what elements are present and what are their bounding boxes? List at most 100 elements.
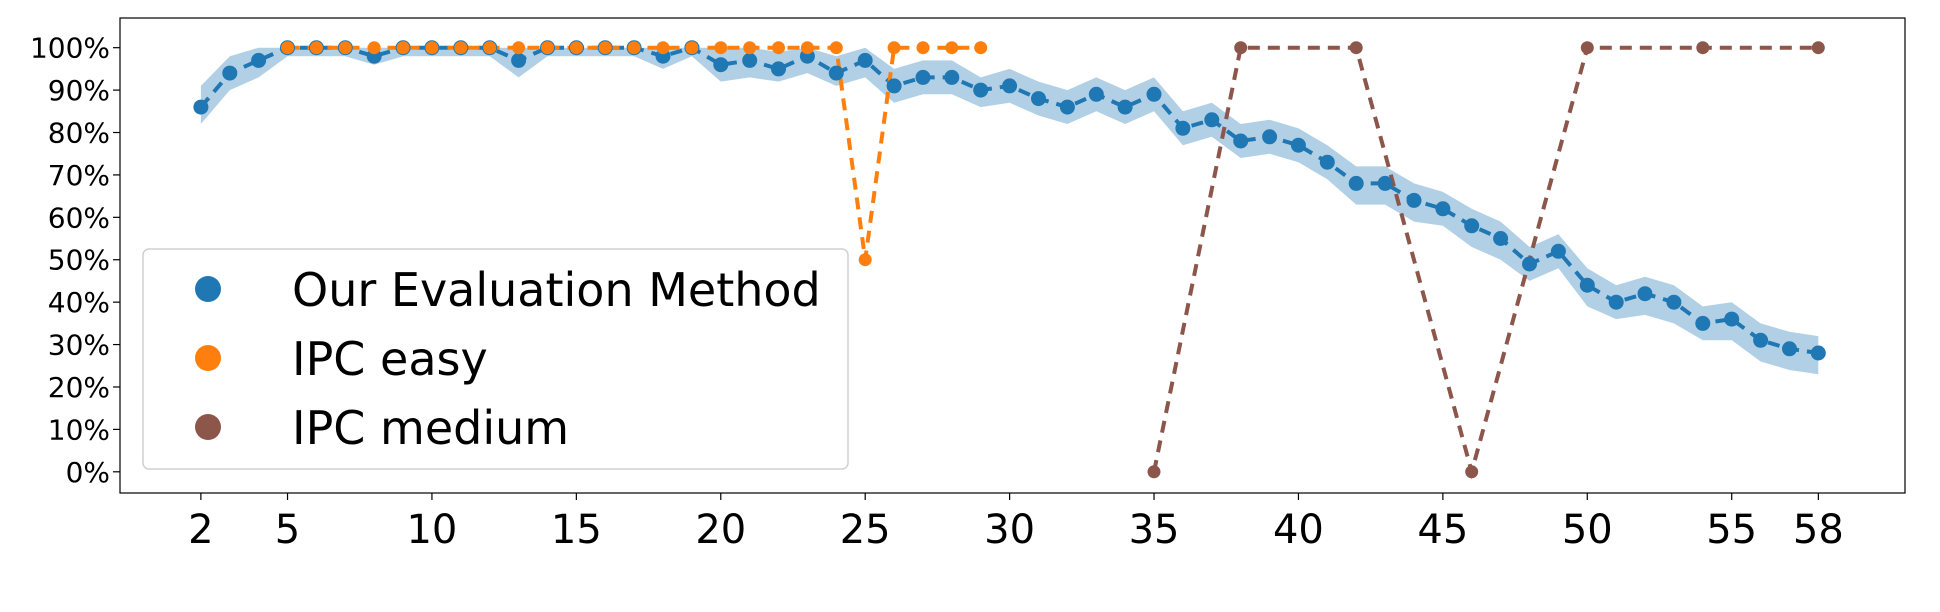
y-tick-label: 0% [66, 456, 110, 489]
y-tick-label: 100% [30, 32, 110, 65]
ipc-easy-point [887, 41, 901, 55]
legend-label-ipc-medium: IPC medium [292, 401, 569, 455]
ipc-easy-point [858, 253, 872, 267]
ipc-easy-point [974, 41, 988, 55]
ipc-medium-line [1152, 45, 1819, 480]
ipc-easy-point [541, 41, 554, 55]
our-evaluation-method-point [1233, 133, 1249, 149]
x-tick-label: 58 [1793, 507, 1844, 553]
our-evaluation-method-point [1608, 294, 1624, 310]
our-evaluation-method-point [251, 52, 267, 68]
our-evaluation-method-point [1637, 286, 1653, 302]
ipc-easy-point [598, 41, 612, 55]
our-evaluation-method-point [1493, 231, 1509, 246]
our-evaluation-method-point [886, 78, 902, 94]
our-evaluation-method-point [1753, 332, 1769, 348]
our-evaluation-method-point [1550, 243, 1566, 259]
our-evaluation-method-point [1666, 294, 1682, 310]
our-evaluation-method-point [1117, 99, 1133, 115]
our-evaluation-method-point [857, 52, 873, 68]
ipc-easy-point [743, 41, 757, 55]
y-tick-label: 50% [48, 244, 110, 277]
ipc-easy-point [656, 41, 670, 55]
ipc-easy-point [483, 41, 497, 55]
legend-label-our-evaluation-method: Our Evaluation Method [292, 263, 821, 317]
ipc-easy-point [916, 41, 930, 55]
our-evaluation-method-point [1319, 154, 1335, 170]
ipc-easy-point [627, 41, 641, 55]
ipc-easy-point [512, 41, 526, 55]
our-evaluation-method-point [1204, 112, 1220, 128]
our-evaluation-method-point [1002, 78, 1018, 94]
plot-frame [119, 17, 1906, 494]
legend-label-ipc-easy: IPC easy [292, 332, 488, 386]
y-tick-label: 10% [48, 413, 110, 446]
our-evaluation-method-point [1146, 86, 1162, 102]
our-evaluation-method-point [944, 69, 960, 85]
ipc-easy-point [425, 41, 439, 55]
x-tick-label: 20 [695, 507, 746, 553]
x-axis: 2 5 10 15 20 25 30 35 40 45 50 55 58 [188, 493, 1844, 553]
our-evaluation-method-point [973, 82, 989, 98]
our-evaluation-method-point [1435, 201, 1451, 217]
our-evaluation-method-point [713, 57, 729, 73]
our-evaluation-method-point [1262, 129, 1278, 145]
legend-marker-ipc-easy [195, 345, 221, 371]
ipc-easy-point [829, 41, 843, 55]
our-evaluation-method-point [1695, 315, 1711, 331]
x-tick-label: 30 [984, 507, 1035, 553]
our-evaluation-method-point [771, 61, 786, 77]
ipc-easy-point [772, 41, 785, 55]
ipc-easy-point [569, 41, 583, 55]
our-evaluation-method-point [1406, 192, 1422, 208]
ipc-easy-point [945, 41, 959, 55]
x-tick-label: 2 [188, 507, 213, 553]
x-tick-label: 50 [1562, 507, 1613, 553]
y-tick-label: 60% [48, 201, 110, 234]
our-evaluation-method-point [1290, 137, 1306, 153]
our-evaluation-method-point [1464, 218, 1480, 234]
x-tick-label: 45 [1417, 507, 1468, 553]
ipc-medium-point [1234, 41, 1248, 55]
our-evaluation-method-point [1782, 341, 1797, 357]
our-evaluation-method-point [511, 52, 527, 68]
x-tick-label: 55 [1706, 507, 1757, 553]
our-evaluation-method-point [1724, 311, 1740, 327]
y-tick-label: 30% [48, 329, 110, 362]
ipc-easy-point [800, 41, 814, 55]
y-tick-label: 40% [48, 286, 110, 319]
our-evaluation-method-point [1059, 99, 1075, 115]
our-evaluation-method-point [222, 65, 238, 81]
ipc-easy-point [281, 41, 294, 55]
x-tick-label: 10 [406, 507, 457, 553]
ipc-easy-point [454, 41, 468, 55]
ipc-medium-point [1349, 41, 1363, 55]
our-evaluation-method-point [742, 52, 758, 68]
ipc-medium-point [1580, 41, 1594, 55]
x-tick-label: 15 [551, 507, 602, 553]
ipc-medium-point [1811, 41, 1825, 55]
ipc-medium-point [1465, 465, 1479, 479]
our-evaluation-method-point [828, 65, 844, 81]
our-evaluation-method-point [1088, 86, 1104, 102]
ipc-easy-point [309, 41, 323, 55]
our-evaluation-method-point [1031, 91, 1046, 107]
ipc-easy-point [714, 41, 728, 55]
our-evaluation-method-point [915, 69, 931, 85]
our-evaluation-method-point [193, 99, 209, 115]
x-tick-label: 40 [1273, 507, 1324, 553]
our-evaluation-method-point [1175, 120, 1191, 136]
ipc-easy-point [338, 41, 352, 55]
y-tick-label: 90% [48, 74, 110, 107]
our-evaluation-method-point [1522, 256, 1537, 272]
ipc-easy-point [685, 41, 699, 55]
y-tick-label: 20% [48, 371, 110, 404]
legend-marker-ipc-medium [195, 414, 221, 440]
our-evaluation-method-point [1377, 175, 1393, 191]
legend-marker-our-evaluation-method [195, 276, 221, 302]
series-points [193, 40, 1826, 479]
our-evaluation-method-point [1348, 175, 1364, 191]
legend: Our Evaluation Method IPC easy IPC medium [142, 248, 849, 470]
